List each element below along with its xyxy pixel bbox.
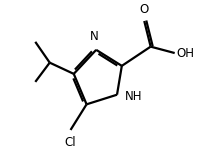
Text: NH: NH [125, 90, 143, 103]
Text: Cl: Cl [65, 136, 76, 149]
Text: N: N [90, 30, 99, 43]
Text: O: O [140, 3, 149, 16]
Text: OH: OH [176, 46, 194, 60]
